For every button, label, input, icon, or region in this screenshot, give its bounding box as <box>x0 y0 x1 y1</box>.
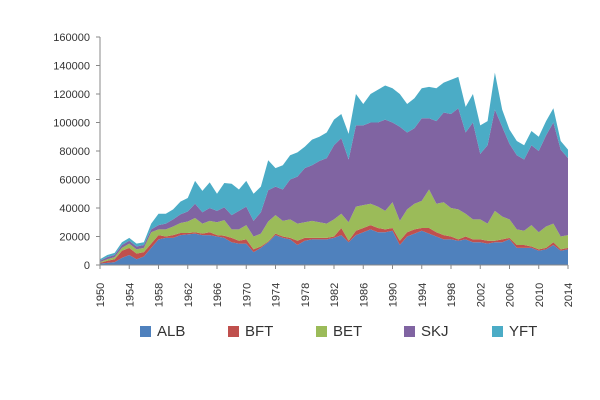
x-tick-label: 1990 <box>388 283 400 307</box>
legend-swatch-bft <box>228 326 239 337</box>
legend-swatch-bet <box>316 326 327 337</box>
x-tick-label: 1950 <box>95 283 107 307</box>
x-tick-label: 2014 <box>563 283 575 307</box>
y-tick-label: 80000 <box>59 146 90 158</box>
y-axis-tick-labels: 0 20000 40000 60000 80000 100000 120000 140000 1… <box>53 32 100 272</box>
y-tick-label: 140000 <box>53 61 90 73</box>
x-axis-tick-labels: 1950 1954 1958 1962 1966 1970 1974 1978 1982 1986… <box>95 265 575 307</box>
legend-swatch-alb <box>140 326 151 337</box>
legend-label-bet: BET <box>333 323 362 340</box>
x-tick-label: 1998 <box>446 283 458 307</box>
x-tick-label: 2010 <box>534 283 546 307</box>
y-tick-label: 160000 <box>53 32 90 44</box>
area-series-alb <box>100 229 568 265</box>
x-tick-label: 1986 <box>358 283 370 307</box>
x-tick-label: 1978 <box>300 283 312 307</box>
x-tick-label: 1966 <box>212 283 224 307</box>
x-tick-label: 1970 <box>241 283 253 307</box>
area-series-bet <box>100 189 568 263</box>
y-tick-label: 0 <box>84 260 90 272</box>
x-tick-label: 1958 <box>154 283 166 307</box>
x-tick-label: 1974 <box>271 283 283 307</box>
legend-label-bft: BFT <box>245 323 273 340</box>
x-tick-label: 1954 <box>124 283 136 307</box>
area-series-skj <box>100 108 568 263</box>
legend: ALB BFT BET SKJ YFT <box>140 323 537 340</box>
legend-label-alb: ALB <box>157 323 185 340</box>
y-tick-label: 120000 <box>53 89 90 101</box>
legend-label-skj: SKJ <box>421 323 449 340</box>
y-tick-label: 100000 <box>53 118 90 130</box>
y-tick-label: 40000 <box>59 203 90 215</box>
legend-swatch-yft <box>492 326 503 337</box>
series-areas <box>100 72 568 265</box>
x-tick-label: 1994 <box>417 283 429 307</box>
y-tick-label: 60000 <box>59 175 90 187</box>
x-tick-label: 1962 <box>183 283 195 307</box>
legend-label-yft: YFT <box>509 323 537 340</box>
x-tick-label: 1982 <box>329 283 341 307</box>
legend-swatch-skj <box>404 326 415 337</box>
x-tick-label: 2006 <box>505 283 517 307</box>
x-tick-label: 2002 <box>475 283 487 307</box>
y-tick-label: 20000 <box>59 232 90 244</box>
